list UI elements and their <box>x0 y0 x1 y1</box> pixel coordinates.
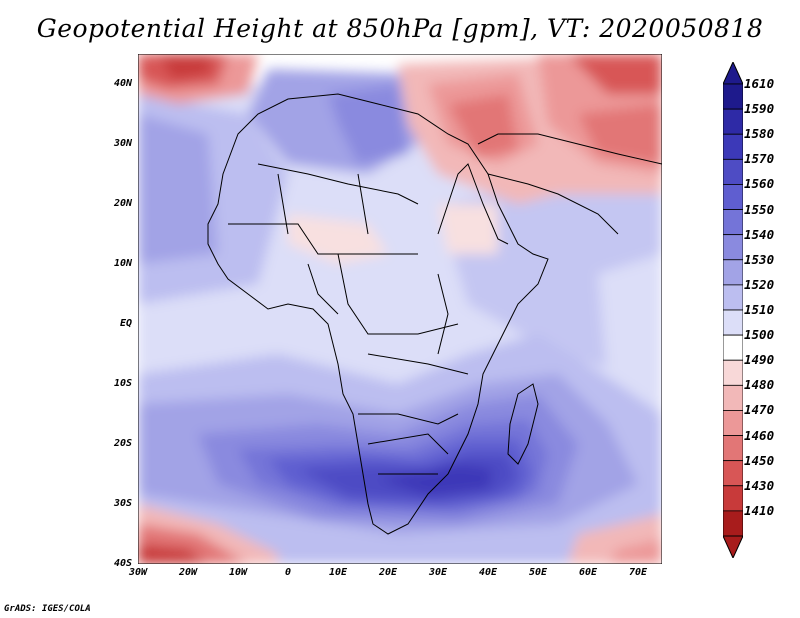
colorbar-label: 1530 <box>744 251 775 267</box>
height-field <box>138 54 662 564</box>
lat-tick-label: 40N <box>113 78 132 89</box>
colorbar-label: 1610 <box>744 76 775 91</box>
colorbar-label: 1450 <box>744 452 775 468</box>
colorbar-segment <box>723 108 743 135</box>
colorbar-segment <box>723 384 743 411</box>
lon-tick-label: 60E <box>578 567 598 578</box>
lon-tick-label: 20E <box>378 567 398 578</box>
colorbar-label: 1470 <box>744 402 775 418</box>
lat-tick-label: 20N <box>113 198 132 209</box>
colorbar-segment <box>723 259 743 286</box>
colorbar-label: 1520 <box>744 276 775 292</box>
colorbar-segment <box>723 485 743 512</box>
colorbar-label: 1500 <box>744 327 775 343</box>
lon-tick-label: 30E <box>428 567 448 578</box>
colorbar-label: 1410 <box>744 502 775 518</box>
credit-text: GrADS: IGES/COLA <box>4 604 91 614</box>
colorbar-label: 1550 <box>744 201 775 217</box>
colorbar-segment <box>723 410 743 436</box>
colorbar-top-arrow <box>723 62 743 85</box>
lat-tick-label: 10S <box>113 378 132 389</box>
colorbar-segment <box>723 184 743 210</box>
geopotential-map <box>138 54 662 564</box>
lon-tick-label: 50E <box>528 567 548 578</box>
lat-tick-label: 10N <box>113 258 132 269</box>
colorbar-label: 1540 <box>744 226 775 242</box>
colorbar-label: 1560 <box>744 176 775 192</box>
colorbar-label: 1580 <box>744 126 775 142</box>
colorbar-segment <box>723 133 743 160</box>
colorbar <box>723 62 743 558</box>
lon-tick-label: 40E <box>478 567 498 578</box>
lat-tick-label: 20S <box>113 438 132 449</box>
lat-tick-label: 30N <box>113 138 132 149</box>
colorbar-segment <box>723 359 743 386</box>
map-panel <box>138 54 662 564</box>
lon-tick-label: 10W <box>228 567 248 578</box>
coastlines <box>207 93 662 535</box>
lat-tick-label: 30S <box>113 498 132 509</box>
colorbar-segment <box>723 284 743 311</box>
colorbar-segment <box>723 334 743 361</box>
colorbar-segment <box>723 460 743 487</box>
colorbar-label: 1430 <box>744 477 775 493</box>
colorbar-label: 1490 <box>744 352 775 368</box>
lon-tick-label: 20W <box>178 567 198 578</box>
lon-tick-label: 70E <box>628 567 648 578</box>
colorbar-segment <box>723 435 743 462</box>
colorbar-label: 1570 <box>744 151 775 167</box>
colorbar-segment <box>723 234 743 261</box>
colorbar-label: 1510 <box>744 302 775 317</box>
lon-tick-label: 0 <box>284 567 292 578</box>
colorbar-segment <box>723 510 743 537</box>
colorbar-label: 1460 <box>744 427 775 443</box>
page-title: Geopotential Height at 850hPa [gpm], VT:… <box>36 14 764 43</box>
colorbar-segment <box>723 158 743 185</box>
colorbar-bottom-arrow <box>723 535 743 558</box>
lon-tick-label: 10E <box>328 567 348 578</box>
lon-tick-label: 30W <box>128 567 148 578</box>
colorbar-segment <box>723 209 743 236</box>
lat-tick-label: EQ <box>119 318 132 329</box>
colorbar-segment <box>723 309 743 336</box>
colorbar-label: 1590 <box>744 101 775 117</box>
lat-tick-label: 40S <box>113 558 132 569</box>
colorbar-label: 1480 <box>744 377 775 393</box>
colorbar-segment <box>723 83 743 110</box>
